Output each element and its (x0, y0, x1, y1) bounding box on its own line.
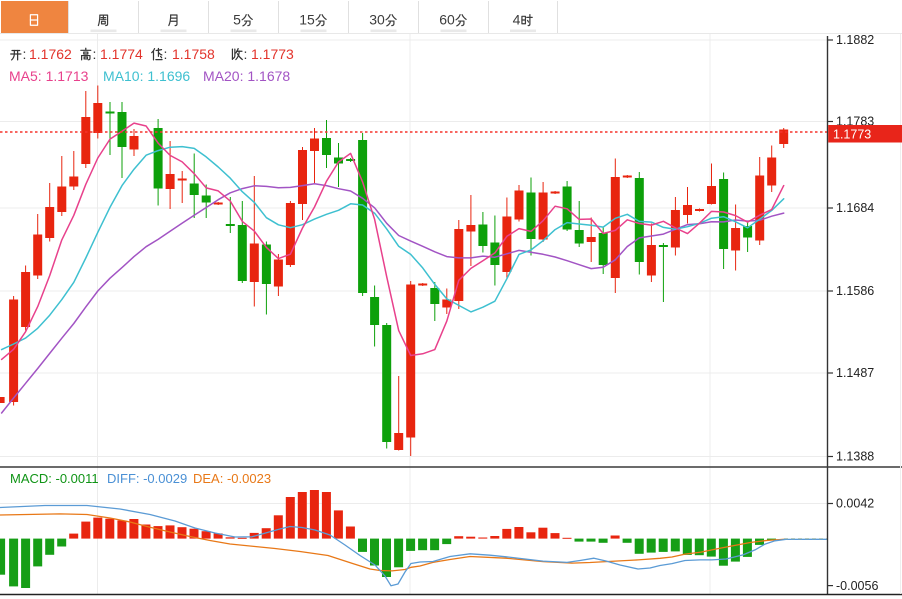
svg-text:1.1773: 1.1773 (833, 128, 871, 142)
svg-text::: : (93, 46, 97, 62)
svg-text:60: 60 (439, 12, 455, 28)
svg-text:1.1388: 1.1388 (836, 450, 874, 464)
svg-text:1.1684: 1.1684 (836, 201, 874, 215)
svg-text:30: 30 (369, 12, 385, 28)
svg-text:1.1882: 1.1882 (836, 33, 874, 47)
svg-text:15: 15 (299, 12, 315, 28)
svg-text:1.1586: 1.1586 (836, 284, 874, 298)
svg-text::: : (164, 46, 168, 62)
svg-text:5: 5 (233, 12, 241, 28)
svg-text::: : (23, 46, 27, 62)
svg-text:-0.0056: -0.0056 (836, 579, 878, 593)
svg-text:0.0042: 0.0042 (836, 497, 874, 511)
svg-text::: : (244, 46, 248, 62)
svg-text:1.1487: 1.1487 (836, 366, 874, 380)
svg-text:4: 4 (513, 12, 521, 28)
